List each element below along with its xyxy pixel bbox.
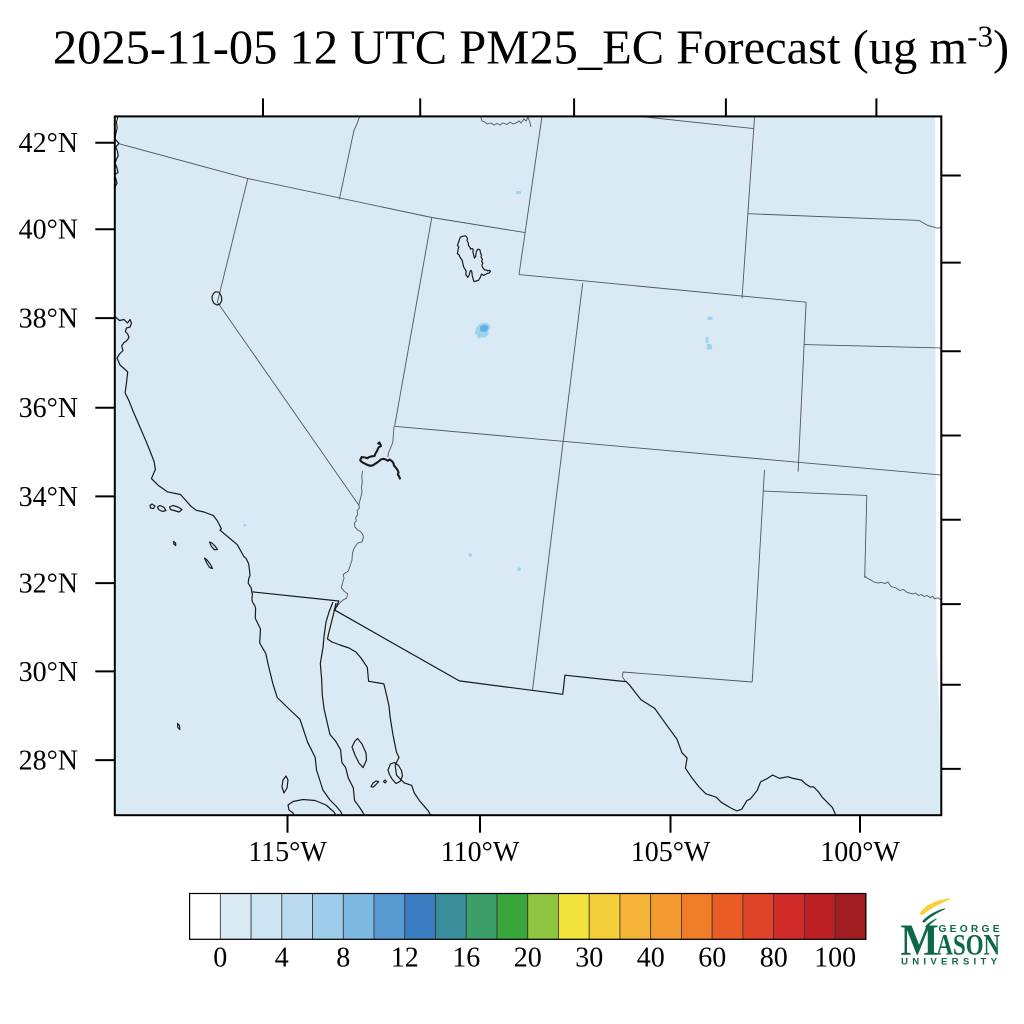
svg-text:40: 40 xyxy=(637,943,665,974)
svg-text:28°N: 28°N xyxy=(19,746,78,777)
svg-text:2025-11-05 12 UTC PM25_EC Fore: 2025-11-05 12 UTC PM25_EC Forecast (ug m… xyxy=(53,18,1009,74)
svg-text:42°N: 42°N xyxy=(19,128,78,159)
svg-text:12: 12 xyxy=(391,943,419,974)
svg-text:30: 30 xyxy=(575,943,603,974)
svg-text:30°N: 30°N xyxy=(19,657,78,688)
svg-text:36°N: 36°N xyxy=(19,393,78,424)
svg-text:80: 80 xyxy=(760,943,788,974)
svg-text:115°W: 115°W xyxy=(248,837,327,868)
svg-text:100: 100 xyxy=(814,943,856,974)
svg-text:20: 20 xyxy=(514,943,542,974)
svg-text:8: 8 xyxy=(336,943,350,974)
svg-text:105°W: 105°W xyxy=(631,837,711,868)
svg-text:M: M xyxy=(901,916,939,965)
svg-text:34°N: 34°N xyxy=(19,482,78,513)
svg-text:16: 16 xyxy=(452,943,480,974)
svg-text:32°N: 32°N xyxy=(19,569,78,600)
svg-text:0: 0 xyxy=(213,943,227,974)
svg-text:40°N: 40°N xyxy=(19,215,78,246)
svg-text:4: 4 xyxy=(275,943,289,974)
svg-text:60: 60 xyxy=(698,943,726,974)
svg-text:ASON: ASON xyxy=(937,929,1001,962)
svg-text:110°W: 110°W xyxy=(441,837,520,868)
svg-text:100°W: 100°W xyxy=(820,837,900,868)
svg-text:38°N: 38°N xyxy=(19,304,78,335)
